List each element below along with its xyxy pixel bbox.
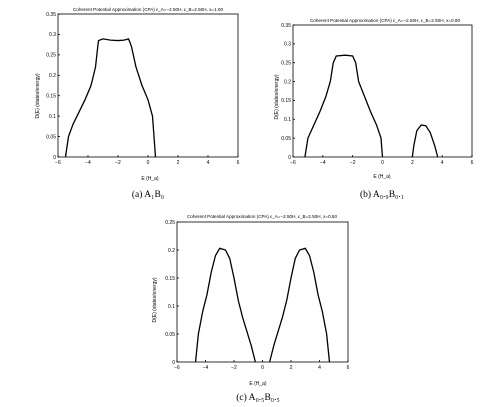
chart-a-xtick-label: −4 [85, 160, 91, 166]
chart-a-ytick-label: 0.25 [46, 53, 56, 59]
chart-c-xtick-label: 2 [290, 365, 293, 371]
chart-b-xtick-label: −4 [320, 160, 326, 166]
chart-a-ytick-label: 0.05 [46, 134, 56, 140]
chart-b-ylabel: D(E) (states/energy) [274, 74, 280, 119]
chart-c-series-line-1 [194, 247, 257, 363]
chart-a-frame [57, 13, 239, 158]
chart-b-ytick-label: 0.1 [284, 117, 291, 123]
chart-c-caption: (c) A₀.₅B₀.₅ [236, 392, 280, 403]
chart-c-xtick-label: −2 [231, 365, 237, 371]
chart-b-xtick-label: 6 [471, 160, 474, 166]
chart-b-ytick-label: 0.3 [284, 42, 291, 48]
chart-b-ytick-label: 0 [288, 155, 291, 161]
chart-b-xlabel: E (H_a) [373, 174, 391, 180]
chart-c-ytick-label: 0.25 [165, 220, 175, 226]
chart-b-ytick-label: 0.15 [281, 98, 291, 104]
chart-a-ytick-label: 0.2 [49, 73, 56, 79]
chart-b-frame [292, 24, 473, 158]
chart-c-xtick-label: 4 [318, 365, 321, 371]
chart-c-xtick-label: −4 [203, 365, 209, 371]
chart-c-ytick-label: 0.05 [165, 332, 175, 338]
chart-a-xtick-label: 2 [177, 160, 180, 166]
chart-c-frame [176, 221, 349, 363]
chart-b-series-line-1 [304, 54, 384, 158]
chart-a-ytick-label: 0.3 [49, 32, 56, 38]
chart-b-xtick-label: −2 [350, 160, 356, 166]
chart-c-xtick-label: 6 [347, 365, 350, 371]
chart-b-series-line-2 [411, 124, 439, 158]
chart-a-ytick-label: 0.15 [46, 94, 56, 100]
chart-a-xtick-label: 0 [147, 160, 150, 166]
chart-b-xtick-label: 4 [441, 160, 444, 166]
chart-b-plot: −6 −4 −2 0 2 4 6 0 0.05 0.1 0.15 0.2 0.25 0.3 0.35 [281, 23, 473, 166]
chart-a-plot: −6 −4 −2 0 2 4 6 0 0.05 0.1 0.15 0.2 0.25 0.3 0.35 [46, 12, 239, 166]
chart-c-title: Coherent Potential Approximation (CPA) ε… [187, 214, 338, 219]
chart-a-xtick-label: −2 [115, 160, 121, 166]
chart-a-caption: (a) A₁B₀ [132, 189, 164, 200]
chart-a-ytick-label: 0 [53, 155, 56, 161]
chart-b-title: Coherent Potential Approximation (CPA) ε… [310, 18, 461, 23]
chart-c-ytick-label: 0.2 [168, 248, 175, 254]
chart-a-xtick-label: 6 [237, 160, 240, 166]
chart-b-xtick-label: −6 [290, 160, 296, 166]
chart-b-ytick-label: 0.25 [281, 61, 291, 67]
chart-c-ytick-label: 0.1 [168, 304, 175, 310]
chart-a-xlabel: E (H_a) [141, 176, 159, 182]
chart-a-ylabel: D(E) (states/energy) [35, 73, 41, 118]
chart-panel-b: Coherent Potential Approximation (CPA) ε… [274, 18, 474, 200]
chart-c-xtick-label: −6 [174, 365, 180, 371]
chart-a-series-line-1 [64, 38, 157, 158]
chart-c-xtick-label: 0 [261, 365, 264, 371]
chart-c-ylabel: D(E) (states/energy) [152, 277, 158, 322]
chart-a-title: Coherent Potential Approximation (CPA) ε… [73, 7, 224, 12]
chart-b-ytick-label: 0.2 [284, 79, 291, 85]
chart-b-ytick-label: 0.05 [281, 136, 291, 142]
chart-b-ytick-label: 0.35 [281, 23, 291, 29]
chart-c-xlabel: E (H_a) [249, 381, 267, 387]
chart-panel-a: Coherent Potential Approximation (CPA) ε… [35, 7, 240, 200]
chart-c-series-line-2 [269, 247, 331, 363]
chart-c-ytick-label: 0 [172, 360, 175, 366]
chart-a-ytick-label: 0.1 [49, 114, 56, 120]
chart-a-xtick-label: −6 [55, 160, 61, 166]
chart-c-ytick-label: 0.15 [165, 276, 175, 282]
chart-b-xtick-label: 0 [381, 160, 384, 166]
chart-b-xtick-label: 2 [411, 160, 414, 166]
chart-b-caption: (b) A₀.₉B₀.₁ [360, 189, 404, 200]
chart-c-plot: −6 −4 −2 0 2 4 6 0 0.05 0.1 0.15 0.2 0.25 [165, 220, 349, 371]
chart-a-ytick-label: 0.35 [46, 12, 56, 18]
chart-panel-c: Coherent Potential Approximation (CPA) ε… [152, 214, 350, 403]
chart-a-xtick-label: 4 [207, 160, 210, 166]
